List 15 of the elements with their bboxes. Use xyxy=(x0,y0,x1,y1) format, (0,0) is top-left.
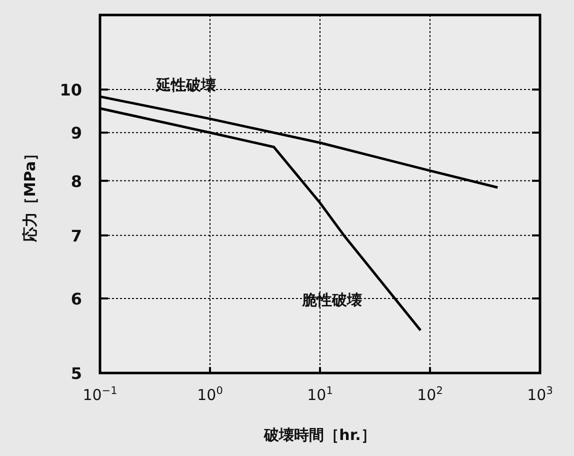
x-tick-label: 10$^{0}$ xyxy=(197,385,223,404)
x-tick-label: 10$^{−1}$ xyxy=(82,385,118,404)
x-axis-title: 破壊時間［hr.］ xyxy=(263,426,376,444)
y-tick-label: 9 xyxy=(70,124,82,143)
x-tick-label: 10$^{1}$ xyxy=(307,385,333,404)
y-tick-label: 7 xyxy=(70,226,82,246)
y-tick-label: 5 xyxy=(70,364,82,383)
y-tick-label: 10 xyxy=(60,80,82,100)
y-tick-label: 6 xyxy=(70,289,82,308)
x-tick-label: 10$^{3}$ xyxy=(527,385,553,404)
x-tick-label: 10$^{2}$ xyxy=(417,385,443,404)
annotation: 延性破壊 xyxy=(155,76,216,94)
annotation: 脆性破壊 xyxy=(301,291,362,309)
y-tick-label: 8 xyxy=(70,172,82,191)
y-axis-title: 応力［MPa］ xyxy=(21,146,39,243)
